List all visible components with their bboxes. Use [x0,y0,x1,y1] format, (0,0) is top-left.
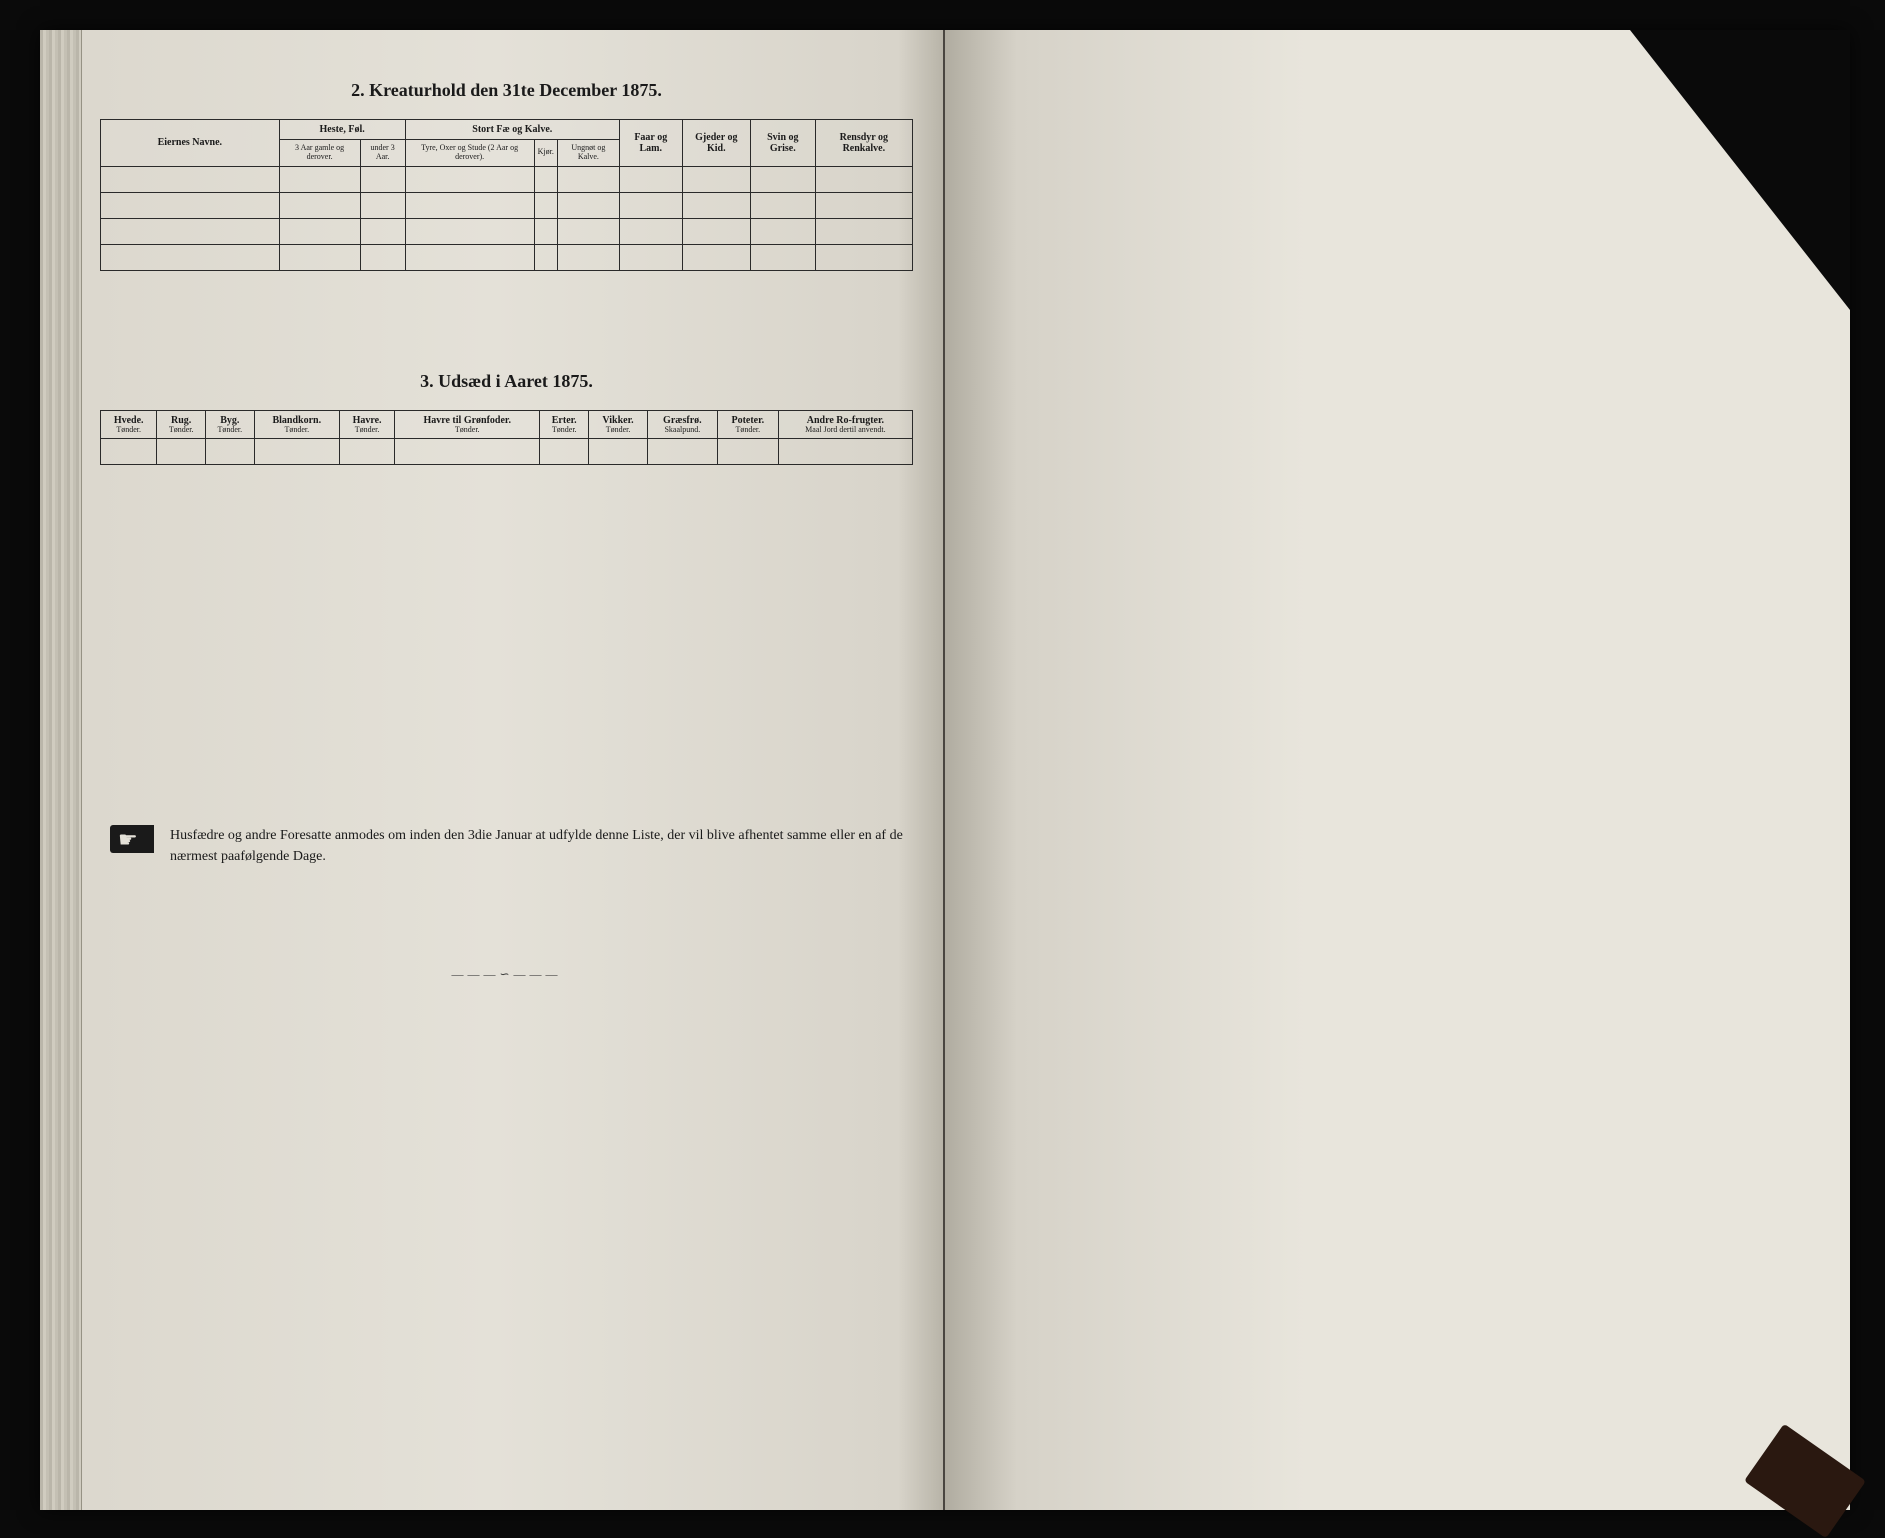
ornament-divider: ———∽——— [100,967,913,982]
col-rofrugter: Andre Ro-frugter.Maal Jord dertil anvend… [778,410,912,439]
col-cattle-a: Tyre, Oxer og Stude (2 Aar og derover). [405,140,534,167]
table-row [101,439,913,465]
col-pigs: Svin og Grise. [751,120,816,167]
sowing-table: Hvede.Tønder. Rug.Tønder. Byg.Tønder. Bl… [100,410,913,466]
col-erter: Erter.Tønder. [540,410,589,439]
col-byg: Byg.Tønder. [205,410,254,439]
table-row [101,244,913,270]
col-cattle: Stort Fæ og Kalve. [405,120,619,140]
footer-instruction: Husfædre og andre Foresatte anmodes om i… [100,825,913,867]
page-stack-edges [40,30,82,1510]
table-1-title: 2. Kreaturhold den 31te December 1875. [100,80,913,101]
col-cattle-b: Kjør. [534,140,557,167]
col-hvede: Hvede.Tønder. [101,410,157,439]
col-cattle-c: Ungnøt og Kalve. [557,140,619,167]
livestock-table: Eiernes Navne. Heste, Føl. Stort Fæ og K… [100,119,913,271]
table-2-sowing: 3. Udsæd i Aaret 1875. Hvede.Tønder. Rug… [100,371,913,466]
footer-text: Husfædre og andre Foresatte anmodes om i… [170,825,903,867]
col-blandkorn: Blandkorn.Tønder. [254,410,339,439]
col-goats: Gjeder og Kid. [682,120,750,167]
col-graesfro: Græsfrø.Skaalpund. [647,410,717,439]
col-havre: Havre.Tønder. [339,410,394,439]
col-horses: Heste, Føl. [279,120,405,140]
col-sheep: Faar og Lam. [619,120,682,167]
col-reindeer: Rensdyr og Renkalve. [815,120,912,167]
col-poteter: Poteter.Tønder. [717,410,778,439]
left-page: 2. Kreaturhold den 31te December 1875. E… [40,30,945,1510]
right-page-blank [945,30,1850,1510]
book-spread: 2. Kreaturhold den 31te December 1875. E… [40,30,1850,1510]
col-vikker: Vikker.Tønder. [589,410,648,439]
table-row [101,218,913,244]
col-horses-b: under 3 Aar. [360,140,405,167]
table-1-livestock: 2. Kreaturhold den 31te December 1875. E… [100,80,913,271]
col-horses-a: 3 Aar gamle og derover. [279,140,360,167]
pointing-hand-icon [110,825,154,853]
col-owners: Eiernes Navne. [101,120,280,167]
col-havre-gronfoder: Havre til Grønfoder.Tønder. [395,410,540,439]
table-row [101,192,913,218]
table-row [101,166,913,192]
col-rug: Rug.Tønder. [157,410,206,439]
table-2-title: 3. Udsæd i Aaret 1875. [100,371,913,392]
